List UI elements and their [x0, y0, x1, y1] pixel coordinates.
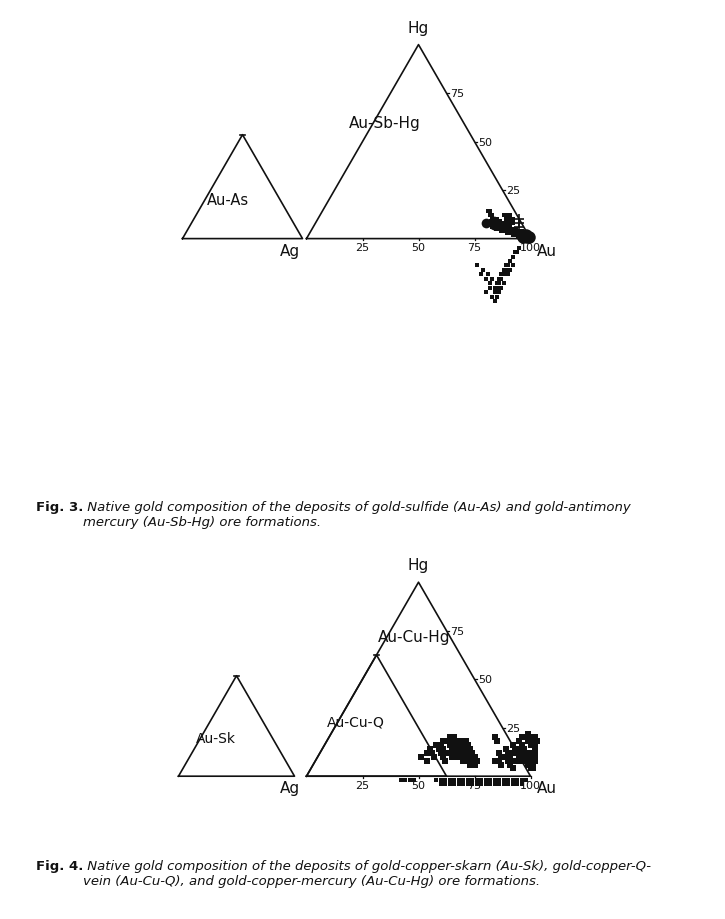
Text: Hg: Hg — [408, 558, 429, 573]
Text: Au: Au — [536, 244, 557, 258]
Text: Fig. 4.: Fig. 4. — [36, 859, 83, 872]
Text: Au-Sb-Hg: Au-Sb-Hg — [349, 116, 420, 130]
Text: 50: 50 — [412, 779, 426, 789]
Text: 75: 75 — [468, 243, 481, 253]
Text: Au-Sk: Au-Sk — [196, 732, 236, 745]
Text: Native gold composition of the deposits of gold-copper-skarn (Au-Sk), gold-coppe: Native gold composition of the deposits … — [83, 859, 651, 887]
Text: Au-As: Au-As — [207, 192, 249, 208]
Text: Ag: Ag — [281, 244, 300, 258]
Text: 75: 75 — [450, 626, 465, 636]
Text: Native gold composition of the deposits of gold-sulfide (Au-As) and gold-antimon: Native gold composition of the deposits … — [83, 501, 631, 528]
Text: Au-Cu-Q: Au-Cu-Q — [326, 715, 384, 729]
Text: Au: Au — [536, 780, 557, 795]
Text: 25: 25 — [506, 186, 521, 196]
Text: 75: 75 — [468, 779, 481, 789]
Text: 25: 25 — [355, 243, 370, 253]
Text: Au-Cu-Hg: Au-Cu-Hg — [378, 630, 450, 644]
Text: Ag: Ag — [281, 780, 300, 795]
Text: Fig. 3.: Fig. 3. — [36, 501, 83, 514]
Text: 25: 25 — [506, 723, 521, 733]
Text: 75: 75 — [450, 89, 465, 99]
Text: 50: 50 — [412, 243, 426, 253]
Text: 100: 100 — [520, 779, 541, 789]
Text: 50: 50 — [478, 138, 492, 147]
Text: 50: 50 — [478, 675, 492, 685]
Text: Hg: Hg — [408, 20, 429, 36]
Text: 100: 100 — [520, 243, 541, 253]
Text: 25: 25 — [355, 779, 370, 789]
